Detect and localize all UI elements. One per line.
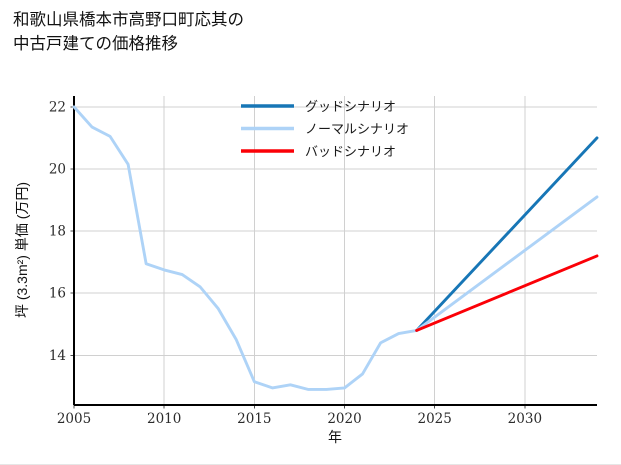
x-tick-label: 2010: [147, 411, 181, 427]
y-axis-title: 坪 (3.3m²) 単価 (万円): [14, 182, 30, 318]
y-tick-label: 16: [49, 286, 66, 302]
axis-spines: [73, 96, 597, 406]
x-tick-label: 2025: [418, 411, 452, 427]
y-tick-label: 18: [49, 224, 66, 240]
series-line: [415, 195, 599, 332]
y-tick-label: 14: [49, 348, 66, 364]
series-line: [415, 136, 599, 332]
y-tick-label: 22: [49, 99, 66, 115]
x-tick-label: 2005: [57, 411, 91, 427]
x-tick-label: 2020: [327, 411, 361, 427]
y-tick-label: 20: [49, 161, 66, 177]
legend-label: バッドシナリオ: [305, 144, 396, 159]
data-series-group: [72, 105, 599, 391]
chart-title: 和歌山県橋本市高野口町応其の 中古戸建ての価格推移: [13, 11, 244, 53]
gridlines: [74, 96, 597, 405]
legend-label: ノーマルシナリオ: [305, 122, 409, 137]
tick-label-group: 14 16 18 20 22 2005 2010 2015 2020 2025 2030: [49, 99, 542, 427]
x-tick-label: 2030: [508, 411, 542, 427]
axis-ticks: [70, 106, 526, 409]
series-line: [415, 254, 599, 332]
x-tick-label: 2015: [237, 411, 271, 427]
series-line: [72, 105, 419, 391]
x-axis-title: 年: [328, 429, 342, 445]
legend-label: グッドシナリオ: [305, 99, 396, 114]
axis-title-group: 年 坪 (3.3m²) 単価 (万円): [14, 182, 342, 445]
